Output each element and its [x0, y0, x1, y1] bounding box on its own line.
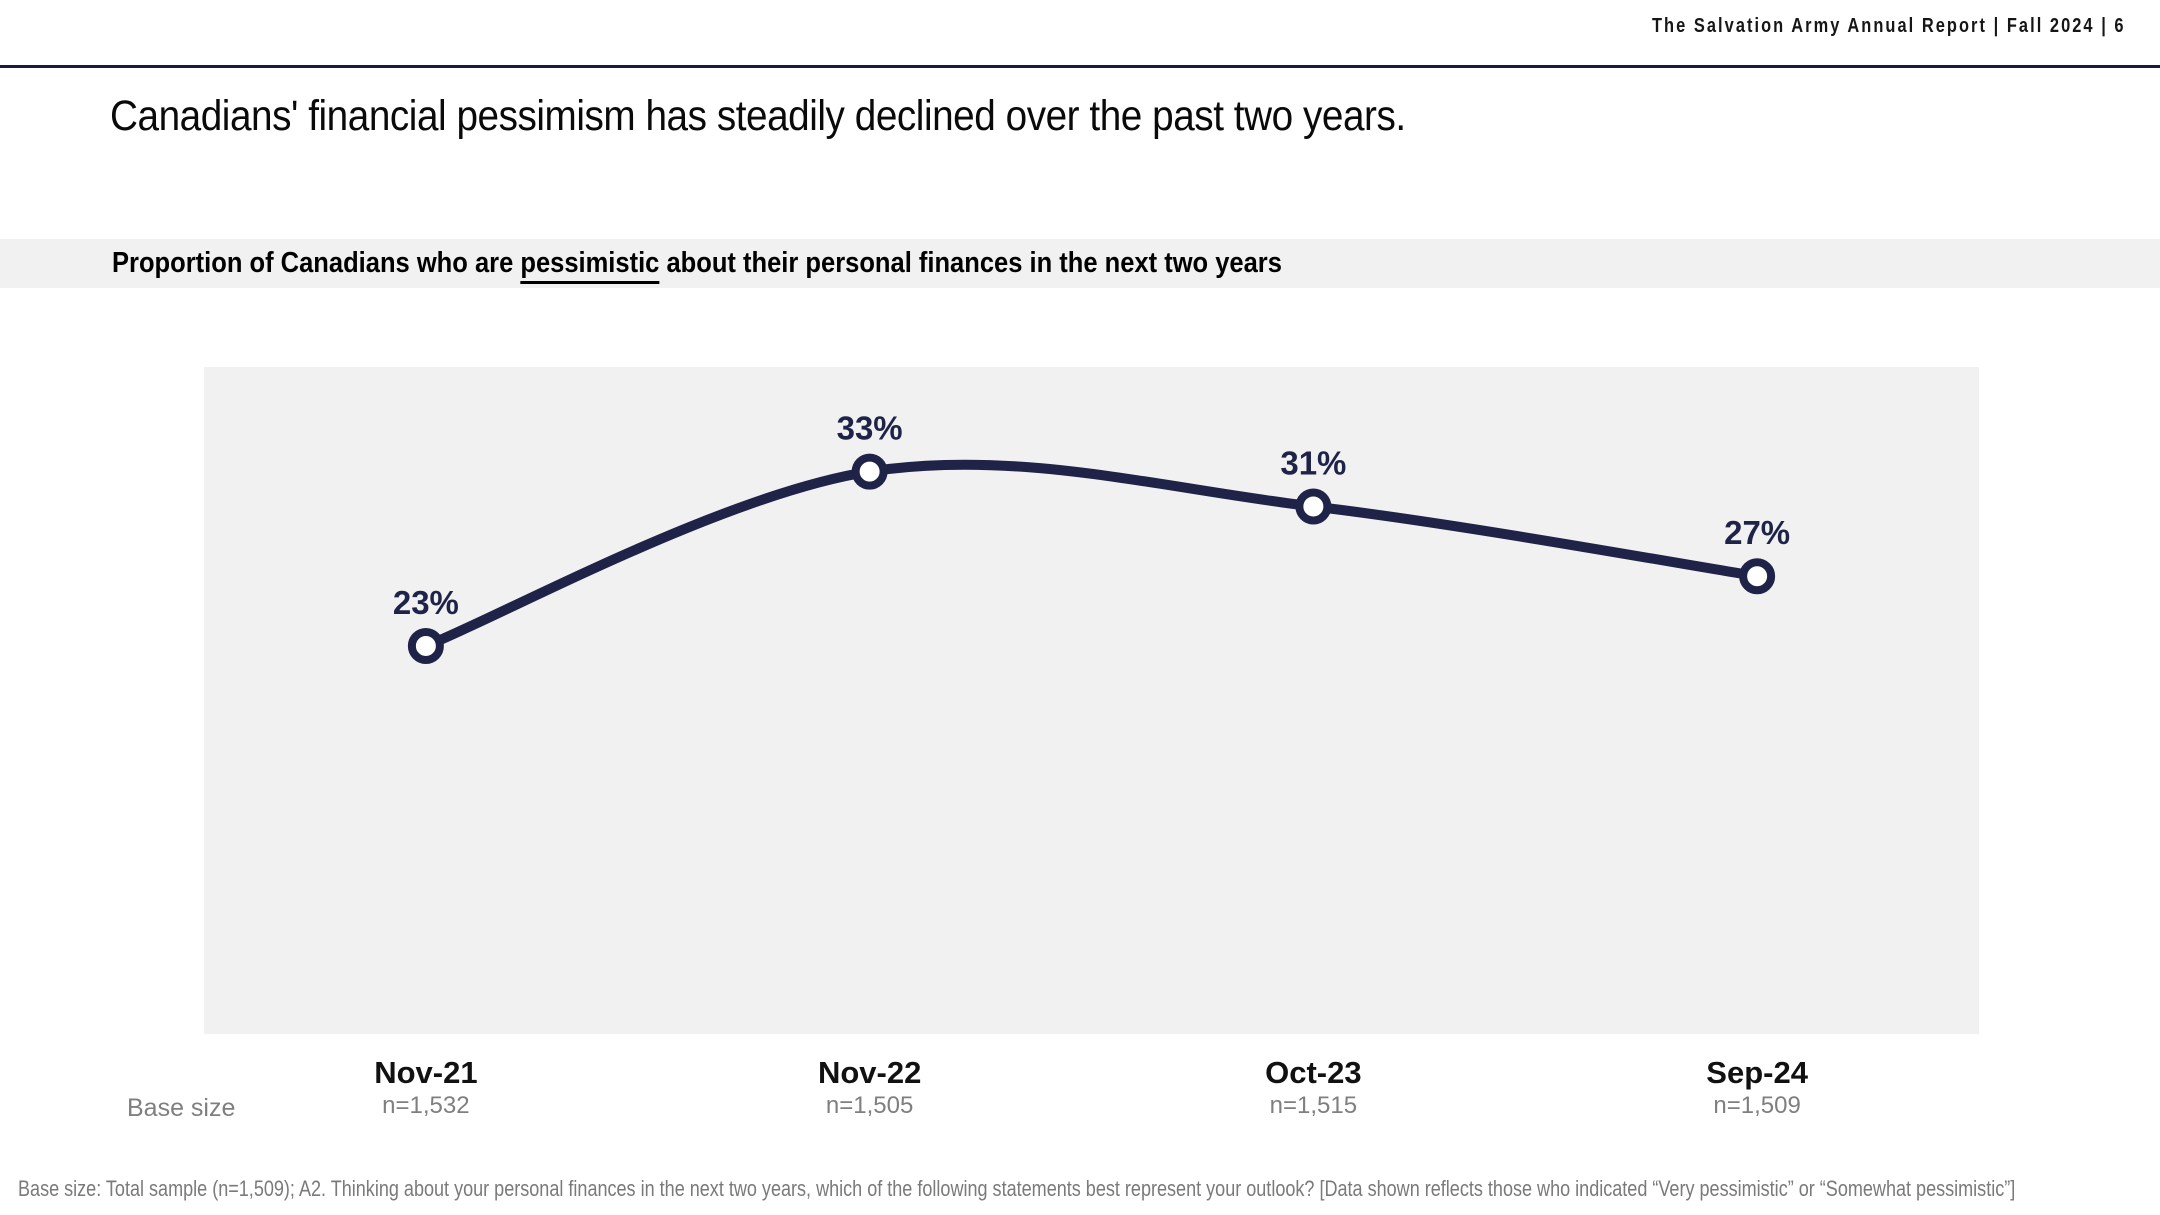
base-size-value: n=1,505 [825, 1092, 914, 1119]
x-axis-label: Oct-23 [1265, 1055, 1362, 1090]
chart-title-prefix: Proportion of Canadians who are [112, 247, 521, 279]
data-point-marker [1739, 558, 1776, 595]
base-size-row-label: Base size [127, 1094, 236, 1122]
base-size-value: n=1,515 [1269, 1092, 1358, 1119]
line-chart-path [420, 459, 1763, 651]
chart-title: Proportion of Canadians who are pessimis… [112, 247, 1282, 284]
data-point-marker [1295, 488, 1332, 525]
chart-title-emphasis: pessimistic [520, 247, 660, 284]
x-axis-label: Nov-21 [374, 1055, 478, 1090]
base-size-value: n=1,509 [1713, 1092, 1801, 1119]
x-axis-labels: Nov-21 Nov-22 Oct-23 Sep-24 [204, 1055, 1979, 1095]
data-point-label: 23% [393, 584, 459, 621]
x-axis-label: Nov-22 [817, 1055, 922, 1090]
chart-title-band: Proportion of Canadians who are pessimis… [0, 239, 2160, 288]
base-size-value: n=1,532 [382, 1092, 470, 1119]
report-title: The Salvation Army Annual Report | Fall … [1652, 15, 2126, 37]
data-point-marker [407, 627, 444, 664]
slide-title: Canadians' financial pessimism has stead… [110, 92, 1406, 140]
data-point-label: 27% [1724, 514, 1790, 551]
slide-footnote: Base size: Total sample (n=1,509); A2. T… [18, 1176, 2016, 1201]
chart-title-suffix: about their personal finances in the nex… [659, 247, 1282, 279]
data-point-label: 33% [837, 410, 903, 447]
data-point-marker [851, 453, 888, 490]
header-divider [0, 65, 2160, 68]
data-point-label: 31% [1280, 444, 1346, 481]
chart-plot-area: 23% 33% 31% 27% [204, 367, 1979, 1034]
line-chart-svg: 23% 33% 31% 27% [393, 410, 1790, 664]
base-size-row: n=1,532 n=1,505 n=1,515 n=1,509 [204, 1092, 1979, 1132]
x-axis-label: Sep-24 [1706, 1055, 1808, 1090]
report-header: The Salvation Army Annual Report | Fall … [1652, 15, 2126, 38]
